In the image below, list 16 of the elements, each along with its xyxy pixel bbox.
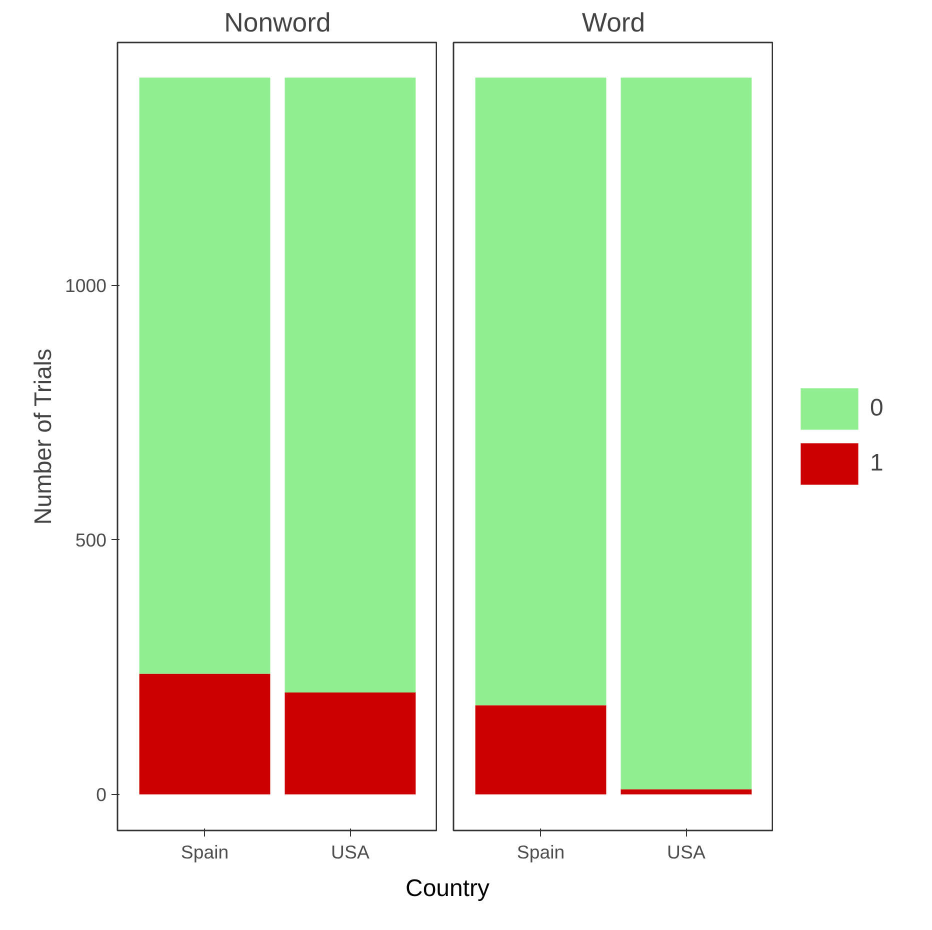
y-tick-label: 0 (96, 784, 107, 805)
bar (139, 78, 270, 674)
chart-title: Word (582, 8, 646, 38)
legend-label: 0 (870, 394, 884, 422)
x-tick-label: USA (331, 842, 370, 862)
bar (139, 674, 270, 794)
y-tick-label: 1000 (64, 274, 107, 296)
x-tick-label: Spain (516, 842, 565, 862)
x-tick-label: USA (667, 842, 706, 862)
x-tick-label: Spain (180, 842, 229, 862)
bar (284, 692, 416, 794)
y-axis-title: Number of Trials (30, 348, 57, 525)
chart-title: Nonword (224, 8, 331, 38)
legend-label: 1 (870, 450, 884, 478)
x-axis-title: Country (405, 875, 490, 902)
y-tick-label: 500 (75, 529, 107, 550)
